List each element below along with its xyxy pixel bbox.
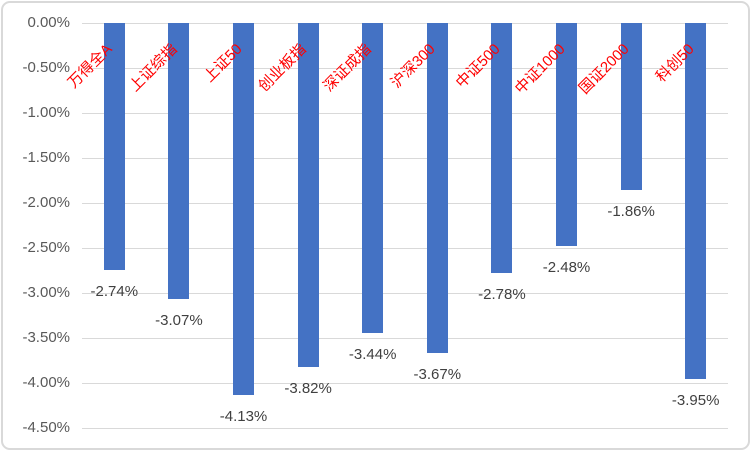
category-label: 万得全A bbox=[65, 40, 116, 92]
value-label: -2.78% bbox=[478, 286, 526, 304]
gridline bbox=[82, 427, 728, 429]
bar-column bbox=[426, 23, 448, 354]
bar-column bbox=[168, 23, 190, 300]
gridline bbox=[82, 67, 728, 69]
value-label: -3.95% bbox=[671, 391, 720, 409]
gridline bbox=[82, 112, 728, 114]
y-axis-tick-label: -1.50% bbox=[22, 149, 70, 166]
value-label: -1.86% bbox=[607, 203, 655, 221]
gridline bbox=[82, 292, 728, 294]
value-label: -3.67% bbox=[413, 366, 462, 384]
y-axis-tick-label: -2.00% bbox=[22, 194, 70, 211]
value-label: -4.13% bbox=[219, 407, 268, 425]
value-label: -3.82% bbox=[284, 379, 332, 397]
bar-column bbox=[103, 23, 125, 270]
y-axis-tick-label: -3.50% bbox=[22, 329, 70, 346]
y-axis-tick-label: -0.50% bbox=[22, 59, 70, 76]
bar-column bbox=[620, 23, 642, 191]
y-axis-tick-label: -2.50% bbox=[22, 239, 70, 256]
y-axis-tick-label: -4.00% bbox=[22, 374, 70, 391]
value-label: -2.48% bbox=[542, 259, 591, 277]
bar-column bbox=[685, 23, 707, 379]
bar-column bbox=[491, 23, 513, 274]
gridline bbox=[82, 382, 728, 384]
bar-column bbox=[556, 23, 577, 247]
gridline bbox=[82, 202, 728, 204]
bar-column bbox=[362, 23, 384, 333]
value-label: -3.44% bbox=[348, 345, 397, 363]
gridline bbox=[82, 22, 728, 24]
bar-column bbox=[233, 23, 254, 395]
y-axis-tick-label: -3.00% bbox=[22, 284, 70, 301]
value-label: -2.74% bbox=[90, 282, 139, 300]
bar-column bbox=[297, 23, 319, 367]
gridline bbox=[82, 337, 728, 339]
gridline bbox=[82, 157, 728, 159]
y-axis-tick-label: -1.00% bbox=[22, 104, 70, 121]
y-axis-tick-label: -4.50% bbox=[22, 419, 70, 436]
y-axis-tick-label: 0.00% bbox=[27, 14, 70, 31]
value-label: -3.07% bbox=[155, 312, 203, 330]
gridline bbox=[82, 247, 728, 249]
